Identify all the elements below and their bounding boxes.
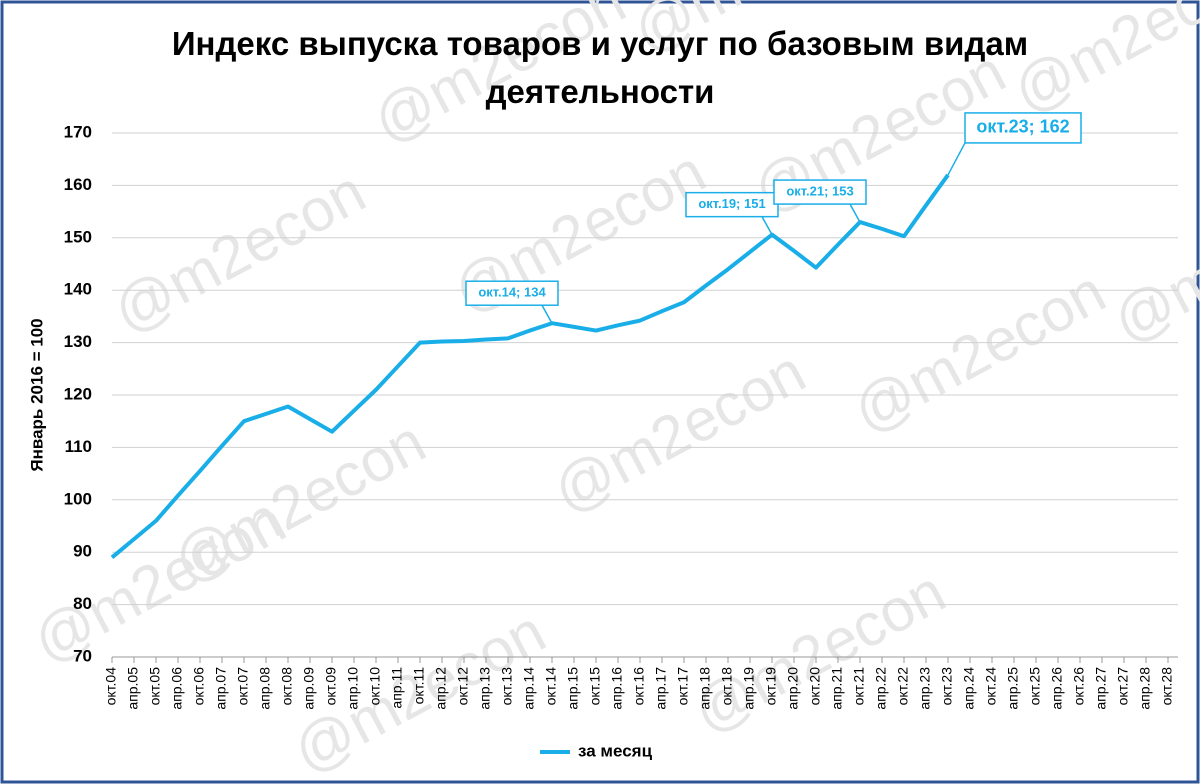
annotation-box — [773, 179, 867, 205]
x-tick-label: апр.07 — [213, 667, 229, 710]
x-tick-label: апр.15 — [565, 667, 581, 710]
x-tick-label: апр.06 — [169, 667, 185, 710]
x-tick-label: апр.05 — [125, 667, 141, 710]
x-tick-label: окт.17 — [675, 667, 691, 706]
y-tick-label: 170 — [64, 122, 92, 141]
x-tick-label: апр.18 — [697, 667, 713, 710]
x-tick-label: окт.27 — [1115, 667, 1131, 706]
y-tick-label: 120 — [64, 384, 92, 403]
x-tick-label: окт.18 — [719, 667, 735, 706]
x-tick-label: апр.12 — [433, 667, 449, 710]
x-tick-label: апр.25 — [1005, 667, 1021, 710]
x-tick-label: окт.26 — [1071, 667, 1087, 706]
x-tick-label: апр.08 — [257, 667, 273, 710]
x-tick-label: окт.23 — [939, 667, 955, 706]
y-tick-label: 150 — [64, 227, 92, 246]
x-tick-label: апр.20 — [785, 667, 801, 710]
annotation-leader — [849, 203, 861, 223]
y-tick-label: 100 — [64, 489, 92, 508]
y-tick-label: 130 — [64, 332, 92, 351]
x-tick-label: окт.11 — [411, 667, 427, 705]
x-tick-label: окт.24 — [983, 667, 999, 706]
x-tick-label: апр.11 — [389, 667, 405, 709]
annotation-leader — [541, 304, 553, 324]
annotation-box — [685, 191, 779, 218]
x-tick-label: апр.23 — [917, 667, 933, 710]
x-tick-label: окт.10 — [367, 667, 383, 706]
chart-title: Индекс выпуска товаров и услуг по базовы… — [171, 25, 1029, 110]
x-tick-label: окт.15 — [587, 667, 603, 706]
x-tick-label: апр.28 — [1137, 667, 1153, 710]
x-tick-label: окт.25 — [1027, 667, 1043, 706]
x-tick-label: окт.20 — [807, 667, 823, 706]
x-tick-label: окт.08 — [279, 667, 295, 706]
y-axis-label: Январь 2016 = 100 — [27, 318, 46, 471]
x-tick-label: окт.14 — [543, 667, 559, 706]
y-tick-label: 110 — [65, 437, 92, 456]
x-tick-label: апр.19 — [741, 667, 757, 710]
y-tick-label: 90 — [73, 542, 92, 561]
x-tick-label: апр.27 — [1093, 667, 1109, 710]
x-tick-label: окт.21 — [851, 667, 867, 706]
x-tick-label: окт.12 — [455, 667, 471, 706]
x-tick-label: апр.16 — [609, 667, 625, 710]
annotation-text: окт.21; 153 — [786, 184, 853, 199]
x-tick-label: окт.16 — [631, 667, 647, 706]
x-tick-label: апр.21 — [829, 667, 845, 710]
annotation-leader — [761, 216, 773, 236]
x-tick-label: окт.22 — [895, 667, 911, 706]
x-tick-label: апр.09 — [301, 667, 317, 710]
x-tick-label: апр.26 — [1049, 667, 1065, 710]
x-tick-label: апр.10 — [345, 667, 361, 710]
x-tick-label: окт.19 — [763, 667, 779, 706]
x-tick-label: апр.24 — [961, 667, 977, 710]
annotation-text: окт.19; 151 — [698, 196, 765, 211]
x-tick-label: окт.13 — [499, 667, 515, 706]
annotation-text: окт.14; 134 — [478, 285, 546, 300]
x-tick-label: окт.09 — [323, 667, 339, 706]
x-tick-label: окт.04 — [103, 667, 119, 706]
x-tick-label: окт.28 — [1159, 667, 1175, 706]
annotation-box — [465, 280, 559, 306]
y-tick-label: 160 — [64, 175, 92, 194]
x-tick-label: апр.17 — [653, 667, 669, 710]
x-tick-label: окт.06 — [191, 667, 207, 706]
x-tick-label: апр.14 — [521, 667, 537, 710]
x-tick-label: окт.05 — [147, 667, 163, 706]
y-tick-label: 80 — [73, 594, 92, 613]
data-line — [110, 173, 950, 559]
legend-label: за месяц — [578, 741, 653, 760]
x-tick-label: апр.13 — [477, 667, 493, 710]
annotation-leader — [947, 142, 966, 176]
annotation-box — [964, 112, 1082, 144]
y-tick-label: 70 — [73, 646, 92, 665]
x-tick-label: окт.07 — [235, 667, 251, 706]
annotation-text: окт.23; 162 — [976, 117, 1069, 137]
y-tick-label: 140 — [64, 280, 92, 299]
x-tick-label: апр.22 — [873, 667, 889, 710]
